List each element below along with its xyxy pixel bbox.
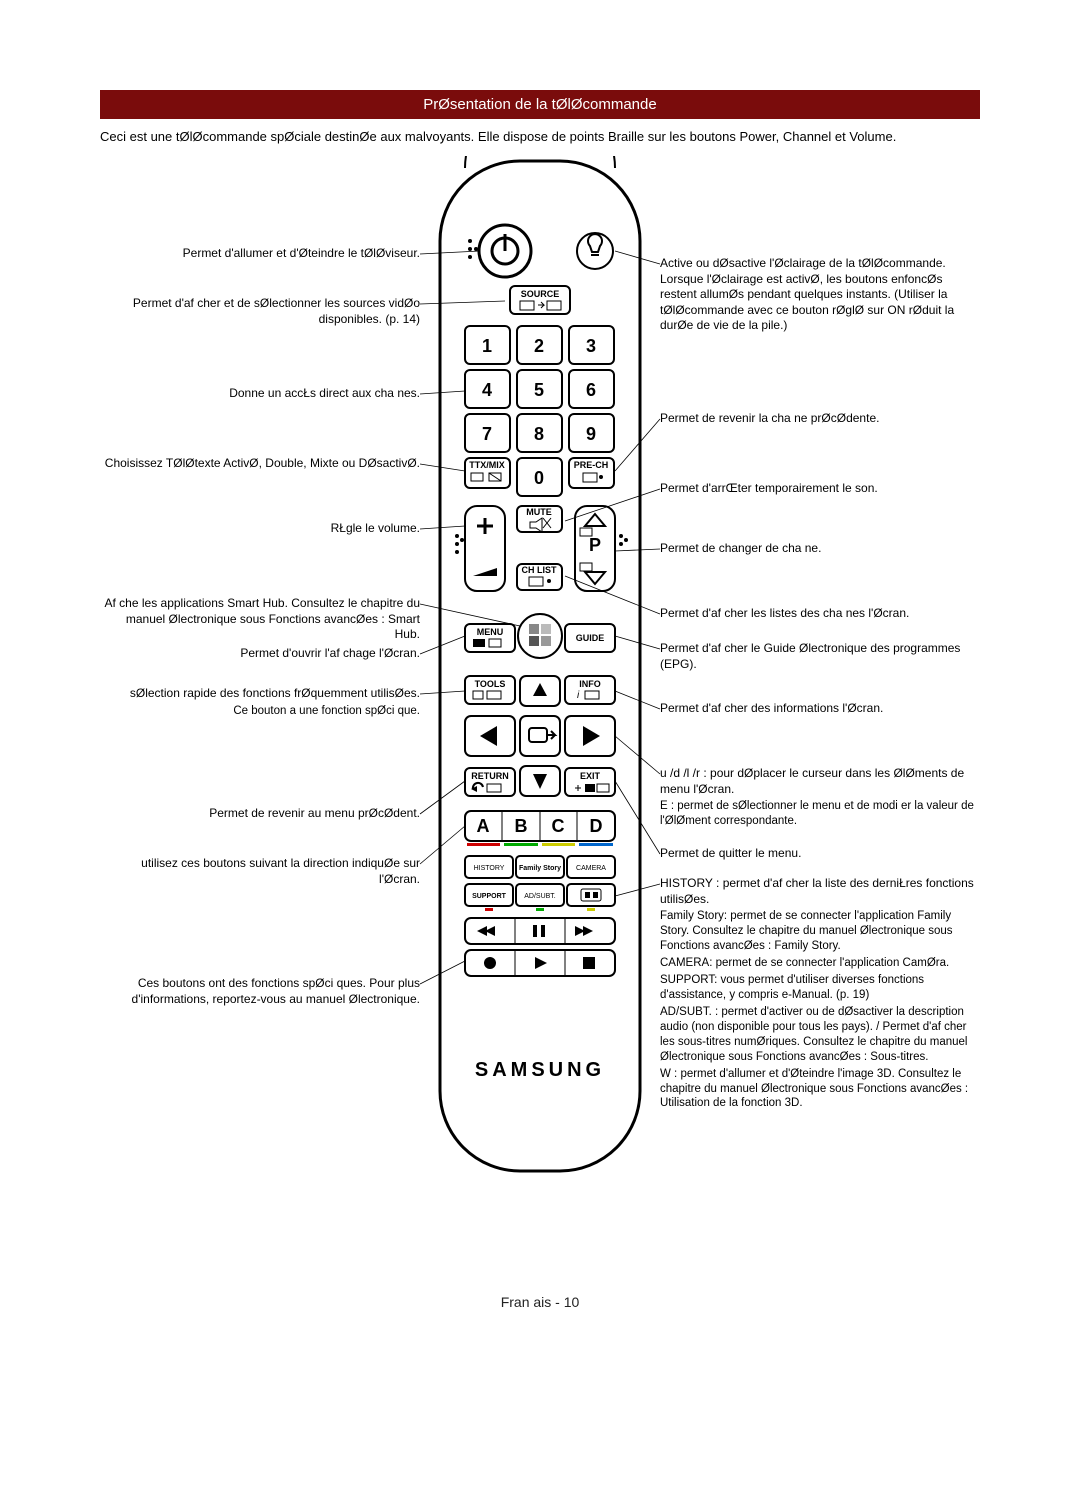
intro-text: Ceci est une tØlØcommande spØciale desti… [100, 129, 980, 144]
leader-lines [100, 156, 980, 1286]
page: PrØsentation de la tØlØcommande Ceci est… [0, 0, 1080, 1350]
page-footer: Fran ais - 10 [100, 1294, 980, 1310]
section-title: PrØsentation de la tØlØcommande [100, 90, 980, 119]
diagram-layout: Permet d'allumer et d'Øteindre le tØlØvi… [100, 156, 980, 1286]
